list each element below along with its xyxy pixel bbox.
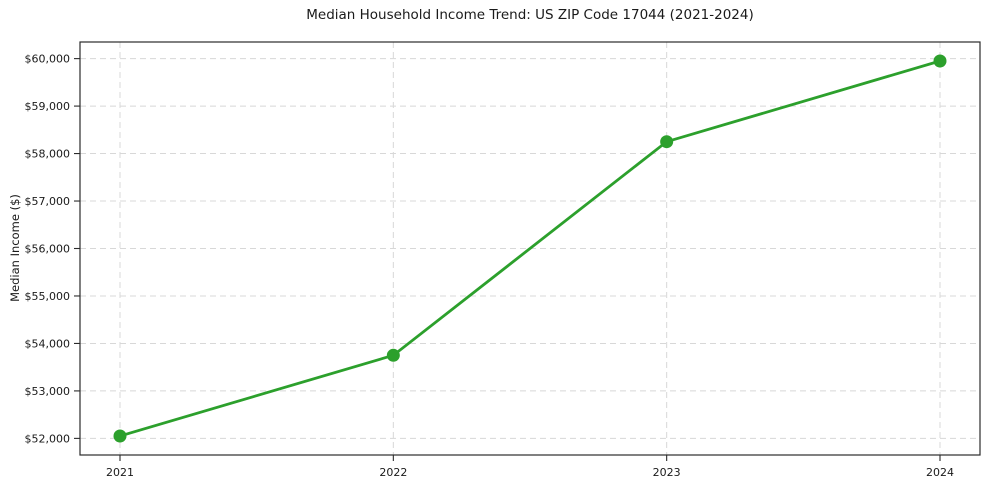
data-point-marker: [933, 54, 947, 68]
x-tick-label: 2024: [926, 466, 954, 479]
y-tick-label: $58,000: [25, 148, 71, 161]
y-tick-label: $57,000: [25, 195, 71, 208]
chart-title: Median Household Income Trend: US ZIP Co…: [306, 7, 754, 23]
y-tick-label: $55,000: [25, 290, 71, 303]
x-tick-label: 2023: [653, 466, 681, 479]
data-point-marker: [660, 135, 674, 149]
income-trend-line: [118, 59, 942, 438]
y-tick-label: $56,000: [25, 243, 71, 256]
y-tick-label: $53,000: [25, 385, 71, 398]
data-point-marker: [113, 429, 127, 443]
x-tick-label: 2022: [379, 466, 407, 479]
axes-frame: [79, 41, 981, 456]
y-tick-label: $60,000: [25, 53, 71, 66]
y-tick-label: $59,000: [25, 100, 71, 113]
x-tick-label: 2021: [106, 466, 134, 479]
y-tick-label: $52,000: [25, 432, 71, 445]
data-point-marker: [386, 348, 400, 362]
y-tick-label: $54,000: [25, 337, 71, 350]
